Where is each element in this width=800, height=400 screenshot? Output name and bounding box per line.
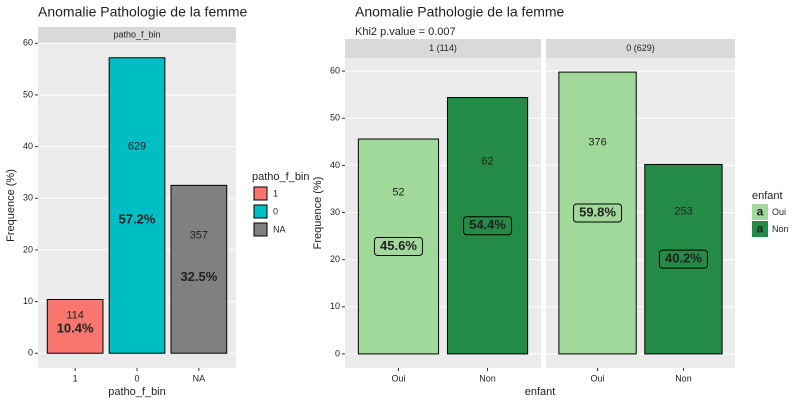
y-tick-label: 0 xyxy=(335,348,340,358)
chart-title: Anomalie Pathologie de la femme xyxy=(355,4,565,20)
y-tick-label: 20 xyxy=(330,254,340,264)
legend-label: 0 xyxy=(273,206,278,216)
bar xyxy=(558,71,637,355)
x-tick-label: NA xyxy=(193,373,206,383)
legend-label: Non xyxy=(772,224,789,234)
x-tick-label: 0 xyxy=(134,373,139,383)
facet-strip xyxy=(38,27,236,43)
value-label: 54.4% xyxy=(469,217,506,232)
y-tick-label: 0 xyxy=(28,348,33,358)
legend-label: NA xyxy=(273,224,286,234)
value-label: 10.4% xyxy=(57,320,94,335)
value-label: 45.6% xyxy=(380,238,417,253)
legend-key-glyph: a xyxy=(757,222,764,236)
value-label: 40.2% xyxy=(665,251,702,266)
x-tick-label: Oui xyxy=(591,373,605,383)
y-tick-label: 30 xyxy=(330,207,340,217)
x-axis-label: enfant xyxy=(525,386,556,398)
legend-swatch xyxy=(253,222,268,237)
x-tick-label: Oui xyxy=(391,373,405,383)
x-tick-label: 1 xyxy=(73,373,78,383)
value-label: 57.2% xyxy=(119,212,156,227)
value-label-box xyxy=(373,236,423,256)
legend-key xyxy=(752,204,768,220)
bar xyxy=(170,184,228,354)
count-label: 357 xyxy=(190,230,208,242)
legend-key xyxy=(752,221,768,237)
value-label-box xyxy=(658,249,708,269)
legend-label: Oui xyxy=(772,207,786,217)
chart-subtitle: Khi2 p.value = 0.007 xyxy=(355,26,456,38)
legend-key-glyph: a xyxy=(757,205,764,219)
facet-strip xyxy=(546,39,735,58)
bar xyxy=(46,299,104,354)
y-tick-label: 10 xyxy=(330,301,340,311)
y-tick-label: 40 xyxy=(23,141,33,151)
y-tick-label: 50 xyxy=(23,89,33,99)
count-label: 52 xyxy=(392,187,404,199)
x-tick-label: Non xyxy=(675,373,692,383)
legend-label: 1 xyxy=(273,188,278,198)
y-axis-label: Frequence (%) xyxy=(312,177,324,250)
legend-title: patho_f_bin xyxy=(252,171,310,183)
count-label: 629 xyxy=(128,140,146,152)
y-tick-label: 30 xyxy=(23,193,33,203)
count-label: 376 xyxy=(588,136,606,148)
count-label: 114 xyxy=(66,310,84,322)
facet-label: patho_f_bin xyxy=(113,29,160,39)
chart-title: Anomalie Pathologie de la femme xyxy=(38,4,248,20)
y-tick-label: 60 xyxy=(23,38,33,48)
facet-strip xyxy=(345,39,541,58)
y-axis-label: Frequence (%) xyxy=(5,169,17,242)
bar xyxy=(108,57,166,354)
y-tick-label: 20 xyxy=(23,244,33,254)
x-axis-label: patho_f_bin xyxy=(108,386,166,398)
legend-title: enfant xyxy=(752,190,783,202)
count-label: 253 xyxy=(674,206,692,218)
value-label-box xyxy=(573,203,623,223)
y-tick-label: 10 xyxy=(23,296,33,306)
legend-swatch xyxy=(253,186,268,201)
y-tick-label: 60 xyxy=(330,66,340,76)
facet-label: 0 (629) xyxy=(626,43,655,53)
value-label: 59.8% xyxy=(579,204,616,219)
facet-label: 1 (114) xyxy=(429,43,457,53)
x-tick-label: Non xyxy=(479,373,496,383)
value-label: 32.5% xyxy=(180,269,217,284)
count-label: 62 xyxy=(481,156,493,168)
value-label-box xyxy=(463,216,513,236)
legend-swatch xyxy=(253,204,268,219)
y-tick-label: 50 xyxy=(330,113,340,123)
y-tick-label: 40 xyxy=(330,160,340,170)
